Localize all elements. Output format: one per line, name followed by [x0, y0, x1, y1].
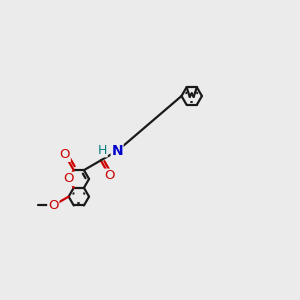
Text: O: O [63, 172, 74, 185]
Text: O: O [48, 199, 58, 212]
Text: O: O [104, 169, 115, 182]
Text: O: O [48, 199, 58, 212]
Text: O: O [60, 148, 70, 161]
Text: H: H [98, 144, 107, 157]
Text: N: N [111, 144, 123, 158]
